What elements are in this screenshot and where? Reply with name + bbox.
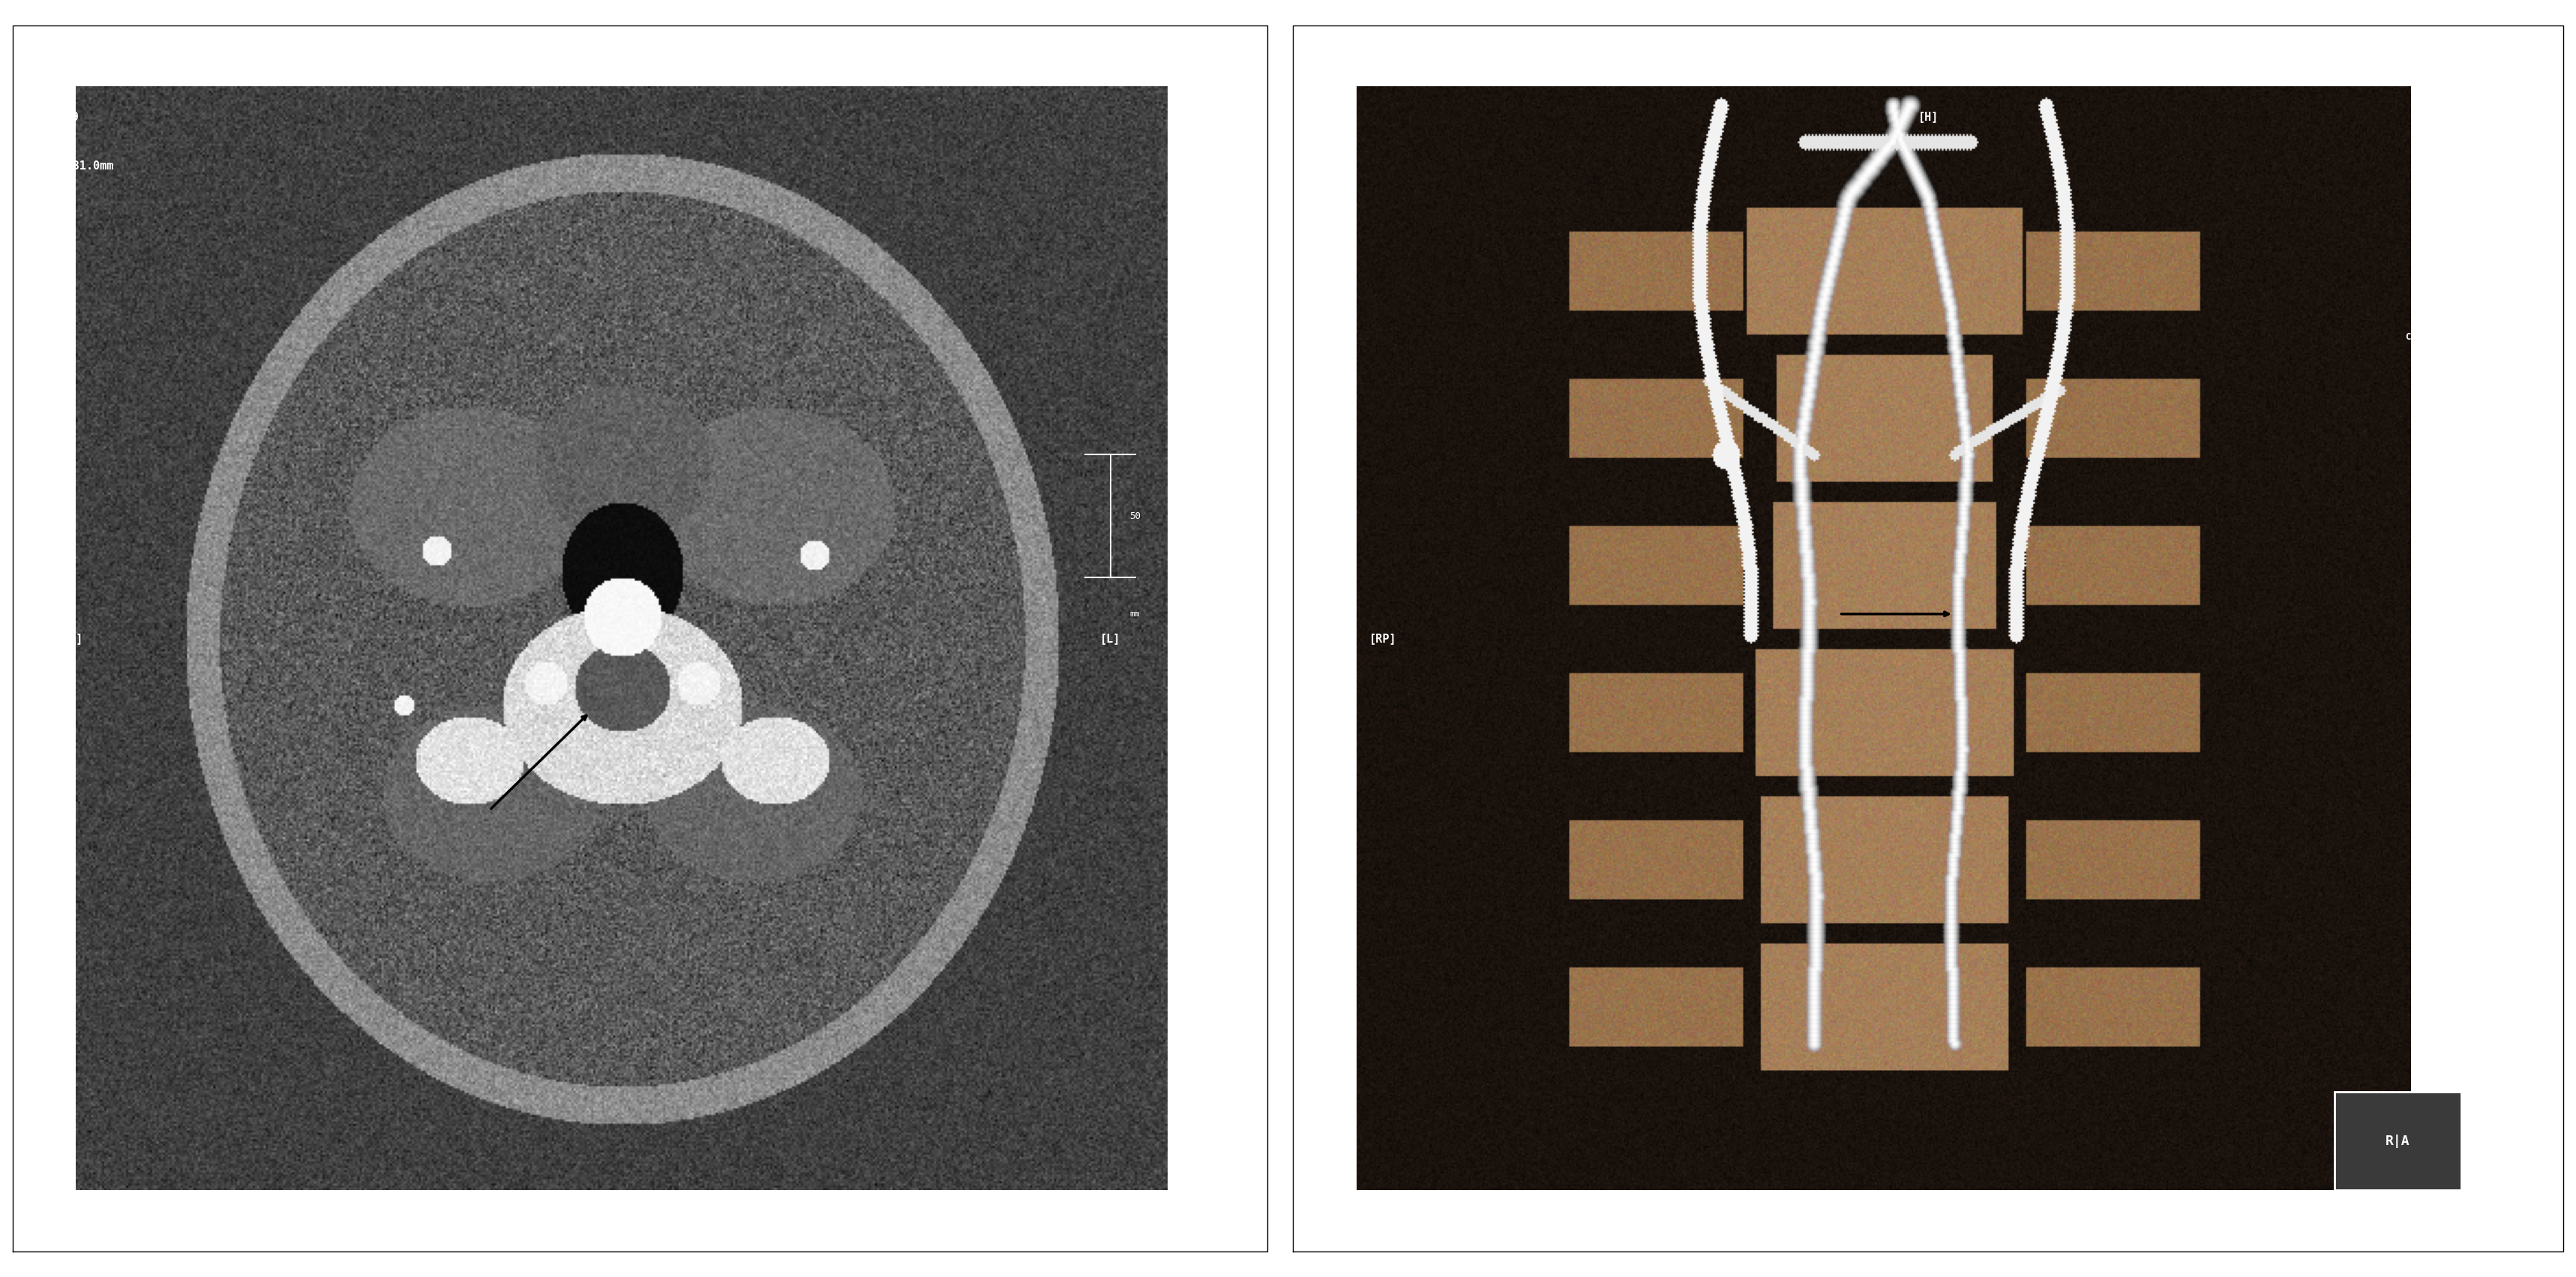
Text: [R]: [R] [62,633,82,644]
Text: W1311: W1311 [2483,1230,2512,1239]
Text: Im:9: Im:9 [1319,111,1345,123]
Text: W239: W239 [1095,1230,1118,1239]
Text: >Tra  2: >Tra 2 [2421,381,2463,391]
Text: mm: mm [2463,908,2470,916]
Text: C364: C364 [2491,1193,2512,1203]
Text: 100: 100 [2463,665,2478,676]
Text: 50: 50 [1128,511,1141,521]
Text: [RP]: [RP] [1370,633,1396,644]
Text: [LA]: [LA] [2447,633,2473,644]
Text: MEDCOM RESAMPLED: MEDCOM RESAMPLED [1873,63,1984,74]
Text: mm: mm [1128,610,1139,618]
Bar [2334,1092,2463,1190]
Text: SL:mm: SL:mm [1319,161,1352,171]
Text: Se:4: Se:4 [39,63,64,74]
Text: C92: C92 [1100,1193,1118,1203]
Text: Im:339: Im:339 [39,111,80,123]
Text: [A]: [A] [631,63,649,74]
Text: [F]: [F] [1919,1203,1937,1214]
Text: Se:11: Se:11 [1319,63,1352,74]
Text: [H]: [H] [1919,111,1937,123]
Text: Cor>Sag-34: Cor>Sag-34 [2406,332,2463,342]
Text: R|A: R|A [2385,1134,2411,1148]
Text: SL:-281.0mm: SL:-281.0mm [39,161,113,171]
Text: A: A [39,1197,52,1214]
Text: B: B [1319,1197,1332,1214]
Text: [L]: [L] [1100,633,1121,644]
Text: [P]: [P] [631,1203,649,1214]
